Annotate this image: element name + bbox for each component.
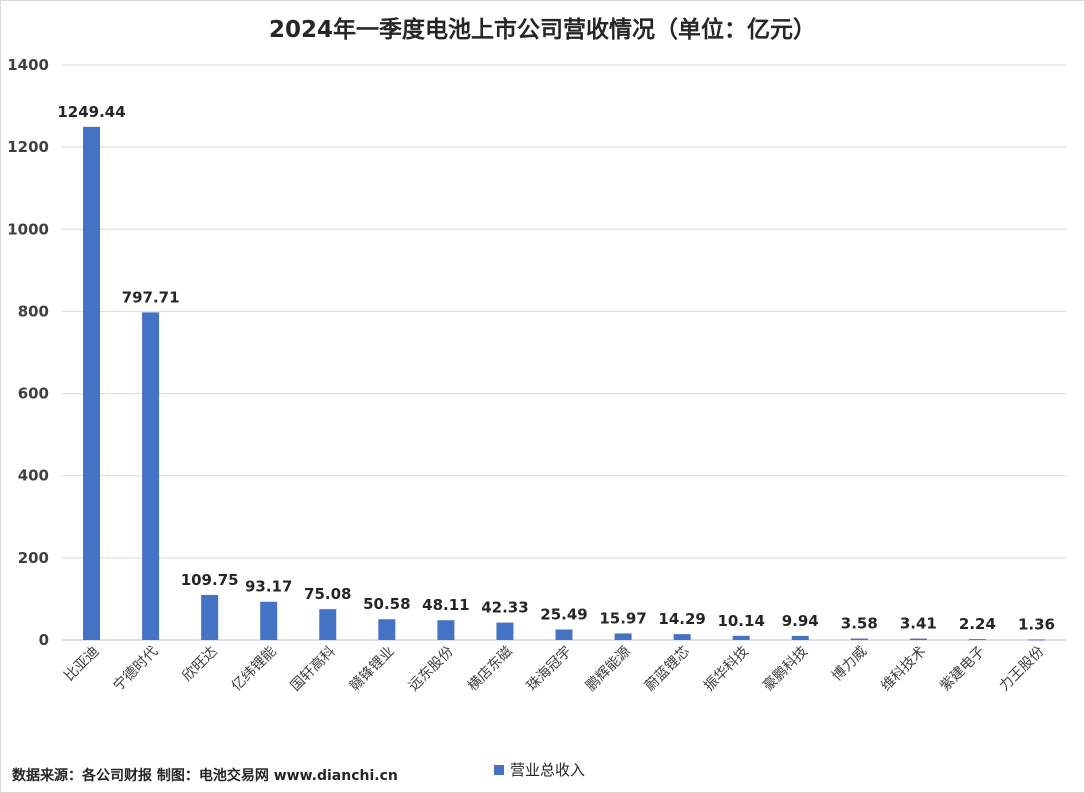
data-label: 10.14 [717, 612, 764, 630]
y-tick-label: 1200 [7, 138, 49, 156]
data-label: 93.17 [245, 578, 292, 596]
data-label: 75.08 [304, 585, 351, 603]
x-tick-label: 力王股份 [996, 644, 1047, 695]
x-tick-label: 比亚迪 [61, 644, 102, 685]
bar [319, 609, 337, 640]
x-tick-label: 鹏辉能源 [583, 644, 634, 695]
x-tick-label: 博力威 [828, 643, 870, 685]
bar [850, 638, 868, 640]
y-tick-label: 0 [39, 631, 49, 649]
legend-label: 营业总收入 [510, 761, 586, 779]
data-label: 42.33 [481, 599, 528, 617]
x-tick-label: 宁德时代 [110, 643, 162, 695]
source-note: 数据来源：各公司财报 制图：电池交易网 www.dianchi.cn [12, 768, 398, 784]
y-tick-label: 1400 [7, 56, 49, 74]
data-label: 14.29 [658, 610, 705, 628]
bar [437, 620, 455, 640]
bar [378, 619, 396, 640]
x-tick-label: 横店东磁 [465, 644, 516, 695]
x-tick-label: 欣旺达 [179, 644, 220, 685]
chart-title: 2024年一季度电池上市公司营收情况（单位：亿元） [268, 17, 816, 43]
bar [496, 622, 514, 640]
data-label: 797.71 [122, 288, 180, 306]
bar [555, 629, 573, 640]
bar [732, 635, 750, 640]
x-tick-label: 紫建电子 [937, 644, 988, 695]
y-tick-label: 1000 [7, 220, 49, 238]
data-label: 1249.44 [57, 103, 125, 121]
x-tick-label: 振华科技 [701, 644, 752, 695]
bar [201, 594, 219, 640]
bar [791, 635, 809, 640]
bar [614, 633, 632, 640]
y-tick-label: 800 [18, 302, 49, 320]
data-label: 1.36 [1018, 615, 1055, 633]
bar [673, 634, 691, 640]
y-tick-label: 400 [18, 467, 49, 485]
bar [83, 126, 101, 640]
bar [260, 601, 278, 640]
bar [909, 638, 927, 640]
x-tick-label: 蔚蓝锂芯 [642, 644, 693, 695]
x-tick-label: 国轩高科 [287, 643, 339, 695]
legend-swatch [494, 764, 504, 775]
data-label: 50.58 [363, 595, 410, 613]
bar [968, 639, 986, 641]
bar [142, 312, 160, 640]
data-label: 25.49 [540, 606, 587, 624]
x-tick-label: 亿纬锂能 [229, 644, 280, 695]
data-label: 109.75 [181, 571, 239, 589]
x-tick-label: 维科技术 [878, 644, 929, 695]
data-label: 48.11 [422, 596, 469, 614]
bar [1027, 639, 1045, 641]
y-tick-label: 600 [18, 385, 49, 403]
x-tick-label: 豪鹏科技 [760, 644, 811, 695]
data-label: 9.94 [782, 612, 819, 630]
x-tick-label: 珠海冠宇 [524, 644, 575, 695]
x-tick-label: 远东股份 [406, 644, 457, 695]
data-label: 3.58 [841, 615, 878, 633]
data-label: 3.41 [900, 615, 937, 633]
legend: 营业总收入 [494, 759, 585, 780]
y-tick-label: 200 [18, 549, 49, 567]
data-label: 15.97 [599, 609, 646, 627]
x-tick-label: 赣锋锂业 [347, 644, 398, 695]
data-label: 2.24 [959, 615, 996, 633]
